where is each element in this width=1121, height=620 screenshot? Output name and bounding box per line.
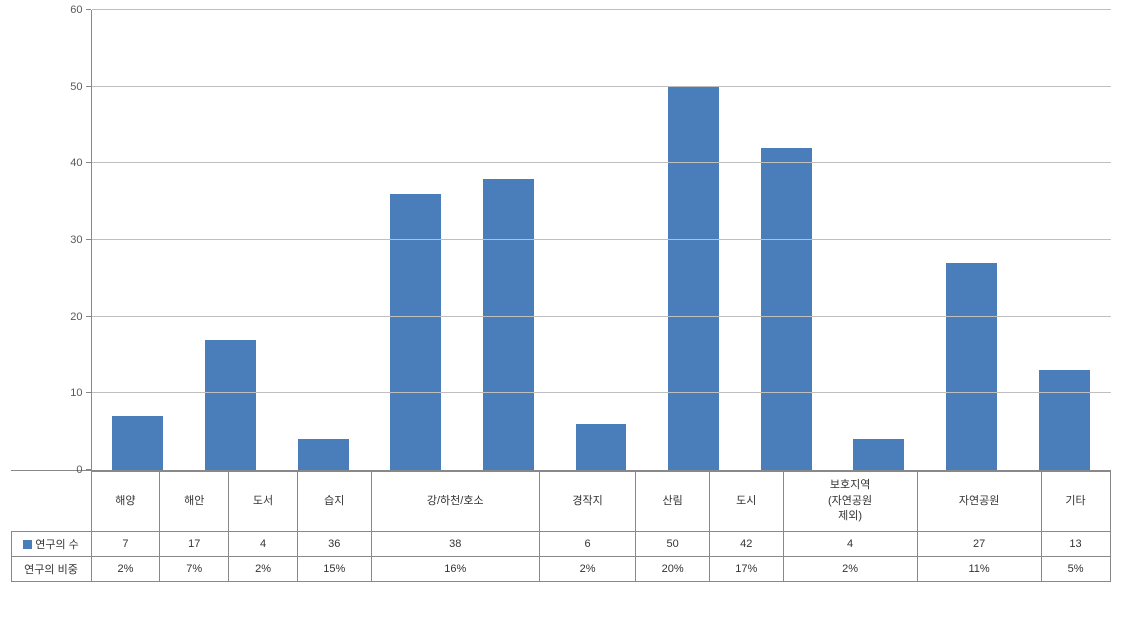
plot-area: 0102030405060 <box>11 10 1111 471</box>
bar <box>390 194 441 470</box>
count-label: 연구의 수 <box>35 539 79 551</box>
count-cell: 4 <box>783 532 917 557</box>
percent-row: 연구의 비중 2%7%2%15%16%2%20%17%2%11%5% <box>11 557 1110 582</box>
bars-container <box>92 10 1111 470</box>
count-cell: 17 <box>160 532 229 557</box>
count-cell: 4 <box>229 532 298 557</box>
bar <box>298 439 349 470</box>
percent-cell: 11% <box>917 557 1041 582</box>
count-row: 연구의 수 717436386504242713 <box>11 532 1110 557</box>
category-cell: 산림 <box>636 472 710 532</box>
count-cell: 38 <box>371 532 539 557</box>
spacer-cell <box>11 472 91 532</box>
percent-cell: 17% <box>709 557 783 582</box>
bar <box>668 87 719 470</box>
category-row: 해양해안도서습지강/하천/호소경작지산림도시보호지역(자연공원제외)자연공원기타 <box>11 472 1110 532</box>
bar-slot <box>277 10 370 470</box>
y-tick-label: 40 <box>23 157 83 169</box>
percent-cell: 15% <box>297 557 371 582</box>
bar <box>205 340 256 470</box>
count-cell: 7 <box>91 532 160 557</box>
percent-cell: 2% <box>539 557 635 582</box>
bar-slot <box>92 10 185 470</box>
category-cell: 해안 <box>160 472 229 532</box>
count-cell: 36 <box>297 532 371 557</box>
percent-cell: 2% <box>783 557 917 582</box>
percent-cell: 16% <box>371 557 539 582</box>
bar <box>112 416 163 470</box>
y-tick-label: 10 <box>23 387 83 399</box>
bar-slot <box>1018 10 1111 470</box>
category-cell: 습지 <box>297 472 371 532</box>
bar-slot <box>925 10 1018 470</box>
count-row-header: 연구의 수 <box>11 532 91 557</box>
bar-slot <box>184 10 277 470</box>
category-cell: 자연공원 <box>917 472 1041 532</box>
count-cell: 6 <box>539 532 635 557</box>
y-tick-label: 60 <box>23 4 83 16</box>
bar <box>483 179 534 470</box>
gridline <box>92 9 1111 10</box>
count-cell: 50 <box>636 532 710 557</box>
bar <box>1039 370 1090 470</box>
y-tick-label: 30 <box>23 234 83 246</box>
count-cell: 13 <box>1041 532 1110 557</box>
plot <box>91 10 1111 470</box>
bar-slot <box>740 10 833 470</box>
y-tick-label: 50 <box>23 81 83 93</box>
percent-cell: 2% <box>91 557 160 582</box>
percent-row-header: 연구의 비중 <box>11 557 91 582</box>
count-cell: 42 <box>709 532 783 557</box>
y-tick-label: 20 <box>23 311 83 323</box>
category-cell: 강/하천/호소 <box>371 472 539 532</box>
gridline <box>92 392 1111 393</box>
gridline <box>92 239 1111 240</box>
y-tick-label: 0 <box>23 464 83 476</box>
chart-container: 0102030405060 해양해안도서습지강/하천/호소경작지산림도시보호지역… <box>11 10 1111 582</box>
category-cell: 보호지역(자연공원제외) <box>783 472 917 532</box>
bar-slot <box>647 10 740 470</box>
gridline <box>92 316 1111 317</box>
bar-slot <box>462 10 555 470</box>
percent-cell: 20% <box>636 557 710 582</box>
gridline <box>92 162 1111 163</box>
category-cell: 기타 <box>1041 472 1110 532</box>
bar-slot <box>833 10 926 470</box>
bar-slot <box>369 10 462 470</box>
bar <box>576 424 627 470</box>
bar <box>946 263 997 470</box>
percent-cell: 5% <box>1041 557 1110 582</box>
y-axis: 0102030405060 <box>11 10 91 470</box>
gridline <box>92 86 1111 87</box>
bar <box>853 439 904 470</box>
data-table: 해양해안도서습지강/하천/호소경작지산림도시보호지역(자연공원제외)자연공원기타… <box>11 471 1111 582</box>
legend-swatch <box>23 540 32 549</box>
category-cell: 도시 <box>709 472 783 532</box>
percent-cell: 2% <box>229 557 298 582</box>
percent-cell: 7% <box>160 557 229 582</box>
bar <box>761 148 812 470</box>
category-cell: 해양 <box>91 472 160 532</box>
count-cell: 27 <box>917 532 1041 557</box>
category-cell: 도서 <box>229 472 298 532</box>
bar-slot <box>555 10 648 470</box>
category-cell: 경작지 <box>539 472 635 532</box>
percent-label: 연구의 비중 <box>24 564 78 576</box>
